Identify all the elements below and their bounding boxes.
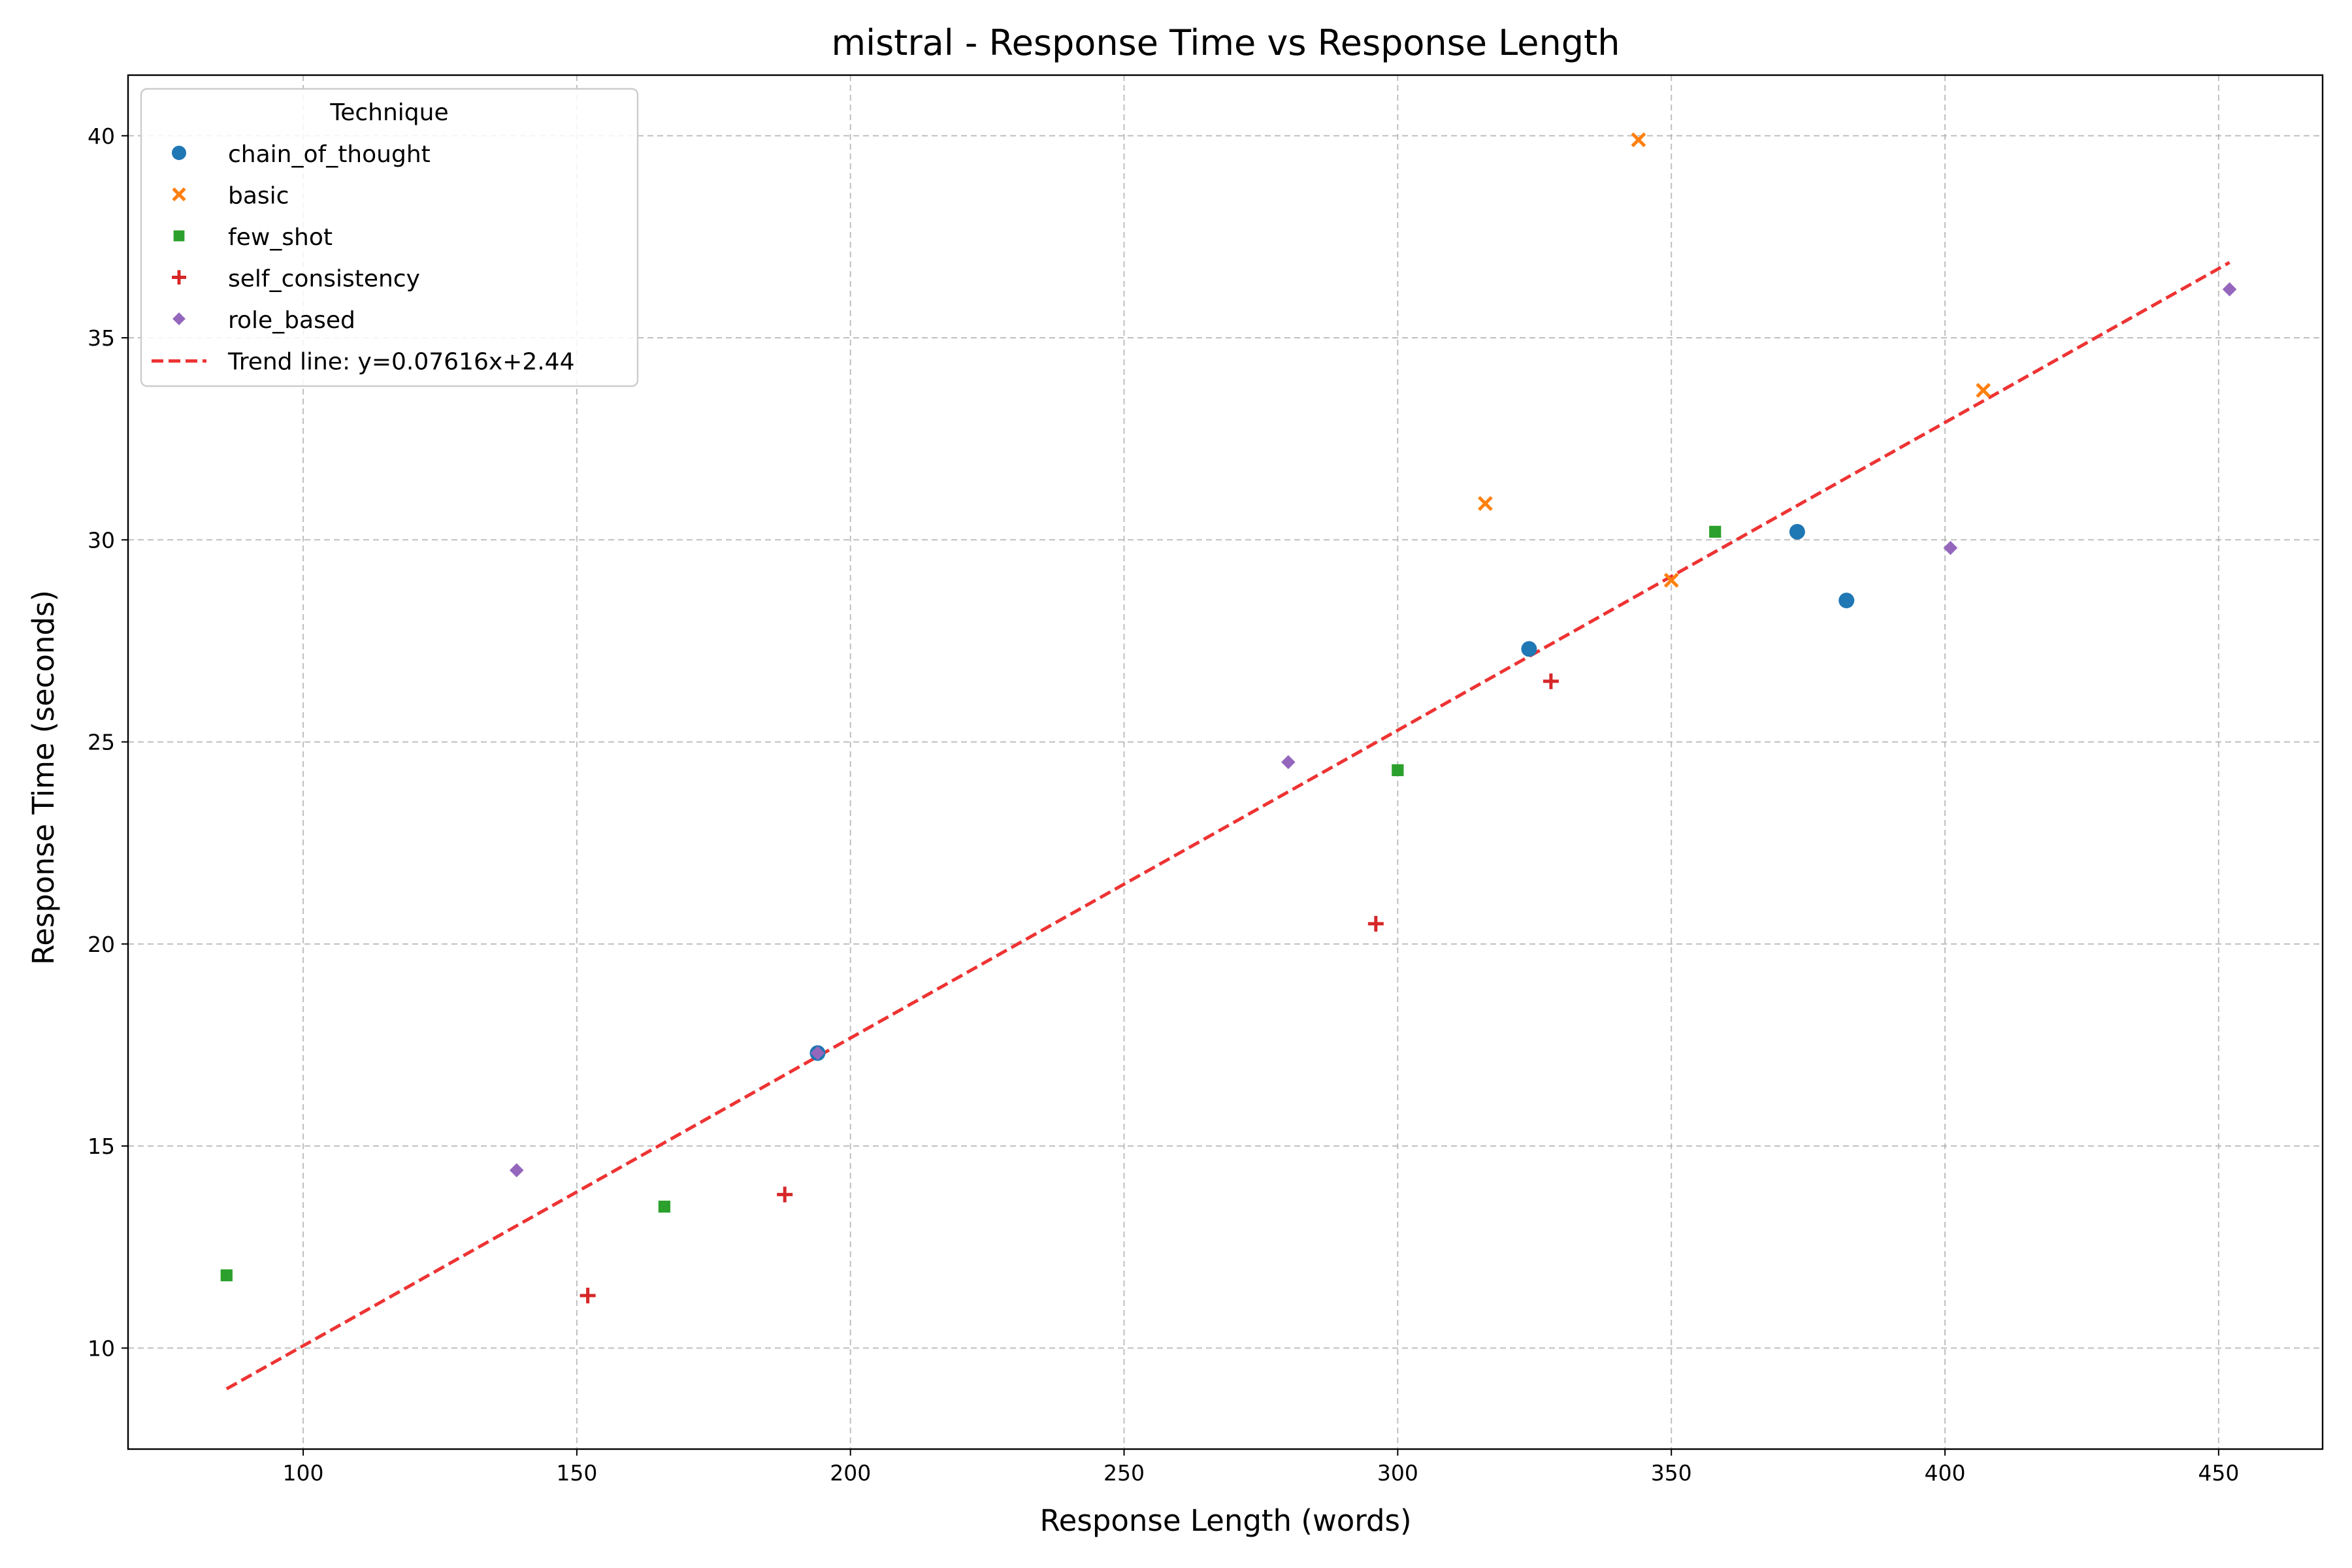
- x-tick-label: 450: [2198, 1460, 2239, 1486]
- x-axis-label: Response Length (words): [1039, 1503, 1411, 1538]
- data-point-self-consistency: [777, 1186, 793, 1203]
- data-point-self-consistency: [1543, 673, 1559, 689]
- data-point-few-shot: [220, 1269, 233, 1282]
- x-tick-label: 150: [556, 1460, 597, 1486]
- data-point-chain-of-thought: [1789, 523, 1805, 540]
- legend-label-role-based: role_based: [228, 307, 355, 334]
- data-point-role-based: [1281, 755, 1296, 770]
- legend-label-basic: basic: [228, 183, 289, 210]
- x-tick-label: 350: [1651, 1460, 1692, 1486]
- data-point-role-based: [2222, 282, 2237, 297]
- data-point-chain-of-thought: [1838, 593, 1855, 609]
- y-axis-label: Response Time (seconds): [26, 590, 61, 965]
- y-tick-label: 10: [88, 1335, 115, 1361]
- x-tick-label: 200: [830, 1460, 871, 1486]
- legend-marker-self-consistency: [172, 270, 186, 285]
- data-point-role-based: [810, 1046, 825, 1060]
- plot-frame: [127, 74, 2324, 1450]
- data-point-basic: [1478, 496, 1493, 512]
- y-tick-label: 25: [88, 730, 115, 755]
- legend-marker-role-based: [172, 312, 186, 325]
- legend-marker-chain-of-thought: [172, 146, 186, 160]
- data-point-few-shot: [1709, 525, 1722, 538]
- y-tick-label: 15: [88, 1134, 115, 1159]
- y-tick-label: 20: [88, 932, 115, 957]
- data-point-self-consistency: [1367, 915, 1384, 932]
- legend-label-trend-line: Trend line: y=0.07616x+2.44: [227, 349, 574, 376]
- legend-label-chain-of-thought: chain_of_thought: [228, 141, 431, 168]
- data-point-few-shot: [1392, 764, 1404, 776]
- data-point-self-consistency: [580, 1287, 596, 1303]
- y-tick-label: 35: [88, 325, 115, 351]
- y-tick-label: 30: [88, 527, 115, 553]
- data-point-basic: [1976, 383, 1991, 398]
- data-points: [220, 132, 2237, 1303]
- data-point-basic: [1631, 132, 1646, 148]
- y-tick-label: 40: [88, 123, 115, 149]
- axis-ticks: 100 150 200 250 300 350 400 450 10 15 20 25 30 35 40: [88, 123, 2239, 1486]
- x-tick-label: 100: [283, 1460, 324, 1486]
- trend-layer: [225, 261, 2230, 1391]
- data-point-chain-of-thought: [1521, 641, 1537, 657]
- legend-marker-few-shot: [173, 230, 185, 242]
- legend-label-self-consistency: self_consistency: [228, 266, 420, 293]
- legend-title: Technique: [329, 99, 448, 126]
- legend-marker-basic: [172, 187, 186, 202]
- data-point-few-shot: [658, 1200, 671, 1213]
- trend-line: [225, 261, 2230, 1391]
- chart-title: mistral - Response Time vs Response Leng…: [832, 22, 1620, 63]
- legend-label-few-shot: few_shot: [228, 224, 333, 251]
- legend-box: [140, 88, 639, 387]
- data-point-role-based: [1943, 540, 1958, 555]
- x-tick-label: 400: [1925, 1460, 1966, 1486]
- x-tick-label: 300: [1377, 1460, 1418, 1486]
- data-point-basic: [1663, 572, 1679, 588]
- x-tick-label: 250: [1103, 1460, 1145, 1486]
- data-point-role-based: [509, 1163, 524, 1178]
